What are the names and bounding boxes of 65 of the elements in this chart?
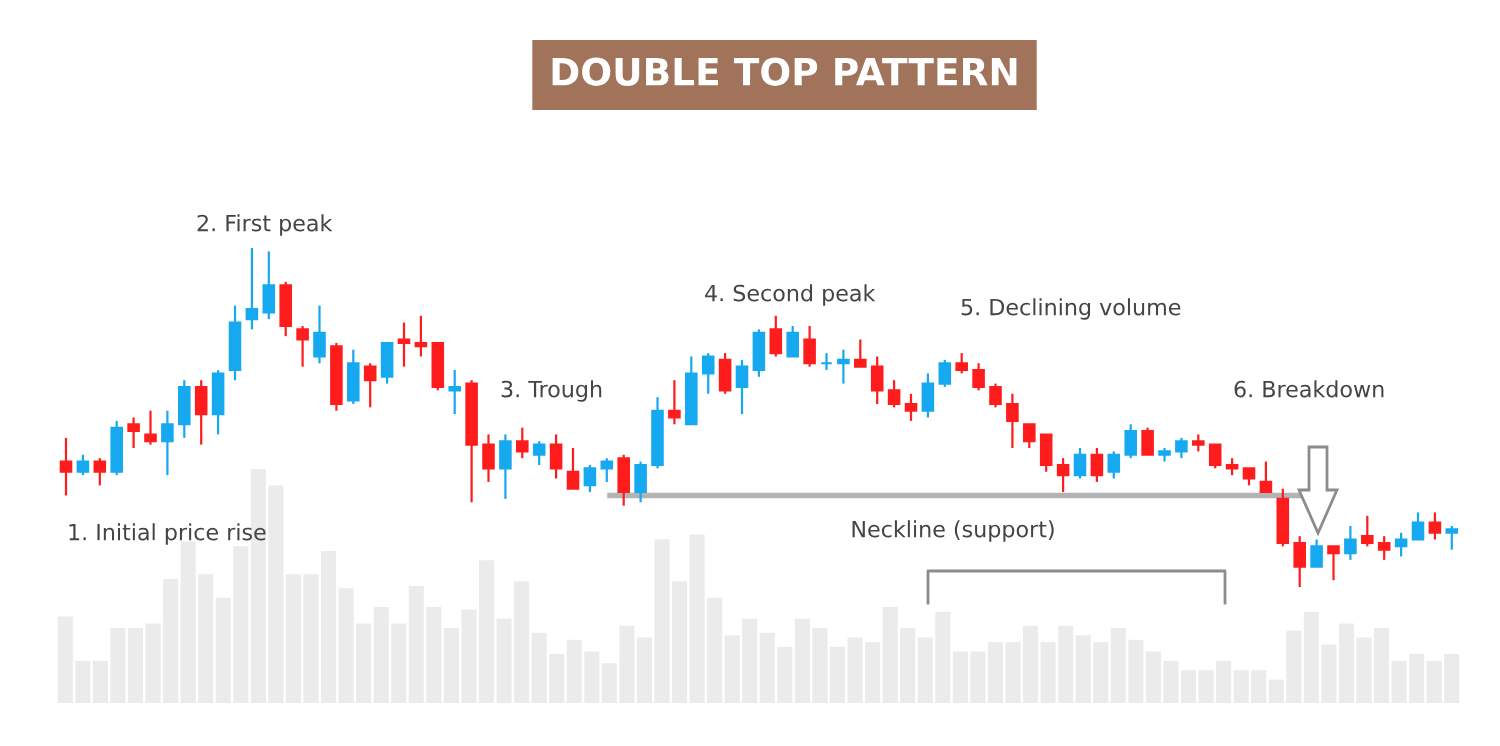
candlestick bbox=[600, 457, 614, 484]
candlestick bbox=[1175, 436, 1188, 460]
annotation: 6. Breakdown bbox=[1234, 380, 1384, 398]
candlestick bbox=[59, 436, 73, 497]
candlestick bbox=[245, 246, 259, 331]
candlestick bbox=[397, 321, 411, 368]
candlestick bbox=[955, 351, 968, 375]
candlestick bbox=[1394, 531, 1408, 558]
candlestick bbox=[1141, 426, 1154, 456]
candlestick bbox=[1073, 446, 1087, 480]
candlestick bbox=[989, 382, 1002, 409]
candlestick bbox=[1090, 446, 1104, 484]
candlestick bbox=[1056, 457, 1070, 494]
candlestick bbox=[313, 304, 326, 365]
candlestick bbox=[482, 433, 495, 484]
candlestick bbox=[144, 409, 157, 446]
candlestick bbox=[1327, 545, 1340, 582]
annotation: 5. Declining volume bbox=[961, 298, 1181, 320]
candlestick bbox=[803, 324, 816, 368]
candlestick bbox=[516, 426, 529, 460]
candlestick bbox=[854, 338, 867, 368]
chart-title: DOUBLE TOP PATTERN bbox=[552, 57, 1017, 86]
candlestick bbox=[887, 379, 901, 409]
candlestick bbox=[1361, 514, 1374, 548]
candlestick bbox=[938, 358, 952, 389]
candlestick bbox=[363, 362, 377, 409]
candlestick bbox=[837, 348, 850, 385]
candlestick bbox=[972, 362, 985, 392]
candlestick bbox=[668, 379, 681, 426]
candlestick bbox=[296, 324, 309, 368]
candlestick bbox=[76, 453, 90, 477]
candlestick bbox=[414, 314, 428, 358]
annotation: 4. Second peak bbox=[705, 284, 876, 306]
candlestick bbox=[701, 351, 715, 395]
candlestick bbox=[1377, 535, 1391, 561]
text: 2. First peak bbox=[197, 214, 333, 236]
candlestick bbox=[93, 457, 107, 487]
candlestick bbox=[1006, 392, 1019, 450]
candlestick bbox=[583, 463, 597, 494]
ref-line-label: Neckline (support) bbox=[852, 520, 1054, 542]
candlestick bbox=[870, 355, 884, 406]
candlestick bbox=[769, 314, 783, 358]
candlestick bbox=[532, 440, 546, 467]
candlestick bbox=[820, 351, 833, 372]
candlestick bbox=[1124, 423, 1137, 460]
candlestick bbox=[735, 358, 749, 416]
candlestick bbox=[1428, 511, 1442, 541]
candlestick bbox=[1445, 524, 1459, 551]
candlestick bbox=[1293, 535, 1306, 589]
candlestick bbox=[1344, 524, 1357, 561]
candlestick bbox=[1208, 443, 1222, 470]
candlestick bbox=[161, 409, 174, 477]
annotation: 1. Initial price rise bbox=[69, 523, 266, 545]
candlestick bbox=[1107, 450, 1121, 480]
candlestick bbox=[1411, 511, 1425, 541]
candlestick bbox=[786, 324, 799, 358]
candlestick bbox=[127, 416, 140, 450]
candlestick bbox=[904, 392, 918, 422]
candlestick bbox=[566, 446, 580, 490]
candlestick bbox=[549, 433, 563, 480]
candlestick bbox=[1023, 423, 1036, 450]
candlestick bbox=[1310, 538, 1323, 568]
candlestick bbox=[1259, 460, 1273, 494]
annotation: 3. Trough bbox=[501, 380, 602, 402]
candlestick bbox=[448, 368, 461, 416]
